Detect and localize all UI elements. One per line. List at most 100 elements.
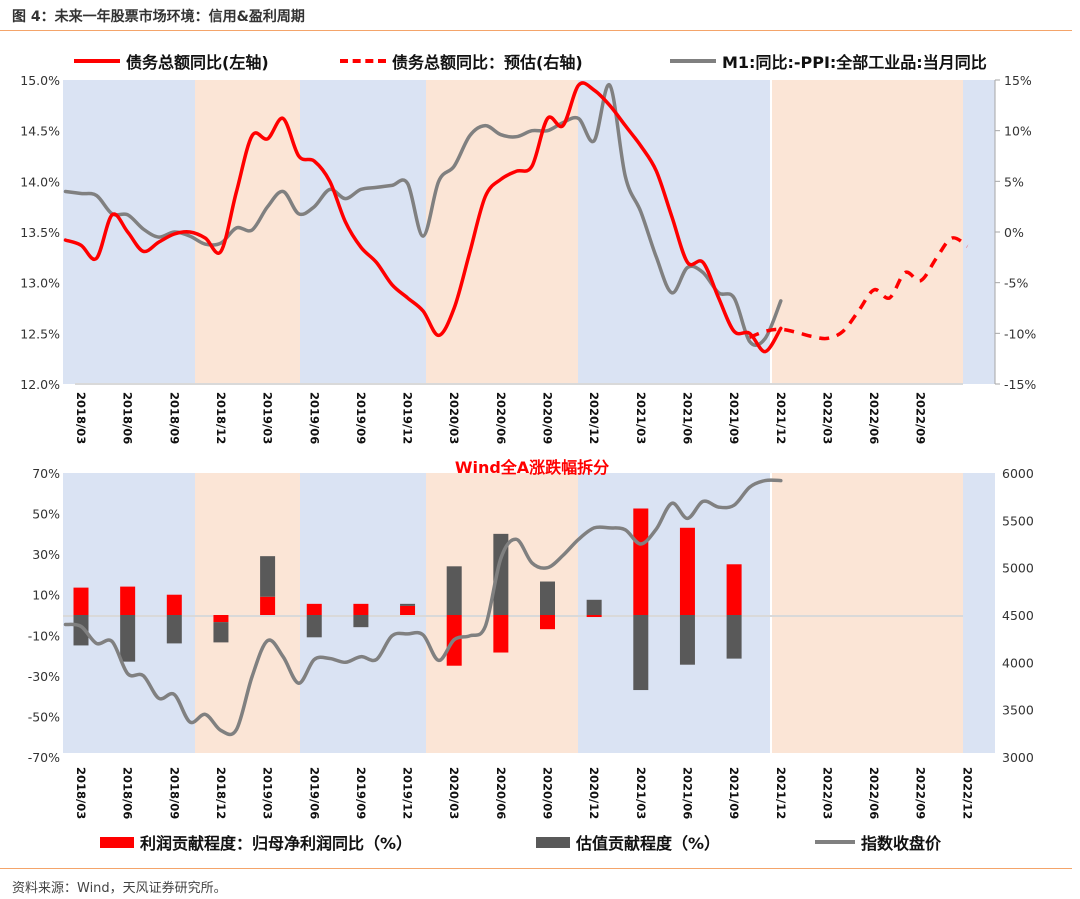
bar-profit-contribution bbox=[353, 603, 369, 615]
x-tick-label: 2020/06 bbox=[494, 767, 508, 819]
x-tick-label: 2020/06 bbox=[494, 392, 508, 444]
top-divider bbox=[0, 30, 1072, 31]
x-tick-label: 2022/12 bbox=[960, 767, 974, 819]
x-tick-label: 2018/09 bbox=[167, 767, 181, 819]
x-tick-label: 2019/12 bbox=[401, 392, 415, 444]
x-tick-label: 2019/06 bbox=[307, 392, 321, 444]
x-tick-label: 2019/09 bbox=[354, 392, 368, 444]
x-tick-label: 2018/03 bbox=[74, 392, 88, 444]
x-tick-label: 2019/03 bbox=[261, 392, 275, 444]
x-tick-label: 2021/06 bbox=[680, 392, 694, 444]
bar-valuation-contribution bbox=[493, 533, 509, 615]
y-left-tick-label: 50% bbox=[32, 507, 60, 522]
bar-valuation-contribution bbox=[73, 615, 89, 646]
y-left-tick-label: 10% bbox=[32, 588, 60, 603]
bar-valuation-contribution bbox=[540, 581, 555, 615]
bar-valuation-contribution bbox=[306, 615, 322, 638]
legend-item-index-close: 指数收盘价 bbox=[815, 830, 941, 854]
shade-band-blue bbox=[963, 473, 995, 753]
x-tick-label: 2020/12 bbox=[587, 392, 601, 444]
legend-item-m1-ppi: M1:同比:-PPI:全部工业品:当月同比 bbox=[670, 49, 987, 73]
y-left-tick-label: 14.0% bbox=[20, 174, 60, 189]
x-tick-label: 2022/06 bbox=[867, 767, 881, 819]
bar-profit-contribution bbox=[493, 615, 509, 653]
bar-valuation-contribution bbox=[586, 599, 602, 615]
shade-band-orange bbox=[426, 80, 578, 384]
shade-band-blue bbox=[300, 80, 426, 384]
x-tick-label: 2019/06 bbox=[307, 767, 321, 819]
legend-label: 债务总额同比(左轴) bbox=[126, 53, 269, 72]
y-left-tick-label: 12.5% bbox=[20, 326, 60, 341]
x-tick-label: 2022/03 bbox=[820, 767, 834, 819]
bar-profit-contribution bbox=[586, 615, 602, 618]
legend-label: M1:同比:-PPI:全部工业品:当月同比 bbox=[722, 53, 987, 72]
y-left-tick-label: 14.5% bbox=[20, 124, 60, 139]
x-tick-label: 2021/03 bbox=[634, 767, 648, 819]
bar-profit-contribution bbox=[213, 615, 229, 623]
x-tick-label: 2021/06 bbox=[680, 767, 694, 819]
bottom-chart-title: Wind全A涨跌幅拆分 bbox=[455, 458, 609, 477]
x-tick-label: 2020/09 bbox=[541, 767, 555, 819]
x-tick-label: 2019/03 bbox=[261, 767, 275, 819]
shade-band-orange bbox=[771, 473, 963, 753]
x-tick-label: 2018/09 bbox=[167, 392, 181, 444]
legend-label: 债务总额同比：预估(右轴) bbox=[392, 53, 583, 72]
y-left-tick-label: -10% bbox=[28, 628, 60, 643]
y-right-tick-label: 3000 bbox=[1002, 750, 1034, 765]
y-right-tick-label: -10% bbox=[1004, 326, 1036, 341]
x-tick-label: 2018/12 bbox=[214, 767, 228, 819]
bar-profit-contribution bbox=[633, 508, 649, 615]
bar-profit-contribution bbox=[260, 596, 276, 615]
bar-valuation-contribution bbox=[446, 566, 462, 615]
legend-item-debt-forecast: 债务总额同比：预估(右轴) bbox=[340, 49, 583, 73]
x-tick-label: 2018/12 bbox=[214, 392, 228, 444]
x-tick-label: 2021/09 bbox=[727, 392, 741, 444]
y-right-tick-label: -5% bbox=[1004, 276, 1028, 291]
y-right-tick-label: 0% bbox=[1004, 225, 1024, 240]
shade-band-blue bbox=[963, 80, 995, 384]
bar-profit-contribution bbox=[400, 605, 416, 615]
bar-valuation-contribution bbox=[213, 622, 229, 643]
bar-valuation-contribution bbox=[726, 615, 742, 659]
legend-swatch-red-line bbox=[74, 59, 120, 63]
bar-profit-contribution bbox=[166, 594, 182, 615]
x-tick-label: 2021/12 bbox=[774, 392, 788, 444]
x-tick-label: 2020/03 bbox=[447, 767, 461, 819]
y-right-tick-label: 4500 bbox=[1002, 608, 1034, 623]
legend-swatch-dark-box bbox=[536, 836, 570, 848]
x-tick-label: 2018/06 bbox=[121, 392, 135, 444]
y-left-tick-label: -50% bbox=[28, 709, 60, 724]
series-line-m1-ppi bbox=[63, 83, 783, 347]
x-tick-label: 2021/09 bbox=[727, 767, 741, 819]
y-right-tick-label: 15% bbox=[1004, 73, 1032, 88]
legend-item-profit: 利润贡献程度：归母净利润同比（%） bbox=[100, 830, 412, 854]
x-tick-label: 2020/09 bbox=[541, 392, 555, 444]
bar-valuation-contribution bbox=[260, 556, 276, 597]
figure-title: 图 4：未来一年股票市场环境：信用&盈利周期 bbox=[12, 9, 305, 25]
y-right-tick-label: 5% bbox=[1004, 174, 1024, 189]
x-tick-label: 2018/03 bbox=[74, 767, 88, 819]
bar-profit-contribution bbox=[73, 587, 89, 615]
legend-item-debt-yoy: 债务总额同比(左轴) bbox=[74, 49, 269, 73]
bottom-divider bbox=[0, 868, 1072, 869]
y-left-tick-label: 13.0% bbox=[20, 276, 60, 291]
y-right-tick-label: 6000 bbox=[1002, 466, 1034, 481]
y-right-tick-label: 3500 bbox=[1002, 703, 1034, 718]
y-right-tick-label: 10% bbox=[1004, 124, 1032, 139]
legend-swatch-red-dash bbox=[340, 59, 386, 63]
bar-valuation-contribution bbox=[679, 615, 695, 665]
x-tick-label: 2019/09 bbox=[354, 767, 368, 819]
shade-band-blue bbox=[578, 473, 771, 753]
legend-swatch-red-box bbox=[100, 836, 134, 848]
legend-swatch-gray-line bbox=[670, 59, 716, 63]
y-right-tick-label: 5500 bbox=[1002, 513, 1034, 528]
x-tick-label: 2022/09 bbox=[914, 392, 928, 444]
y-left-tick-label: 15.0% bbox=[20, 73, 60, 88]
x-tick-label: 2019/12 bbox=[401, 767, 415, 819]
y-left-tick-label: 70% bbox=[32, 466, 60, 481]
legend-swatch-gray-line bbox=[815, 840, 855, 844]
y-right-tick-label: 4000 bbox=[1002, 655, 1034, 670]
bar-profit-contribution bbox=[726, 564, 742, 615]
series-line-index-close bbox=[63, 478, 783, 737]
x-tick-label: 2022/06 bbox=[867, 392, 881, 444]
